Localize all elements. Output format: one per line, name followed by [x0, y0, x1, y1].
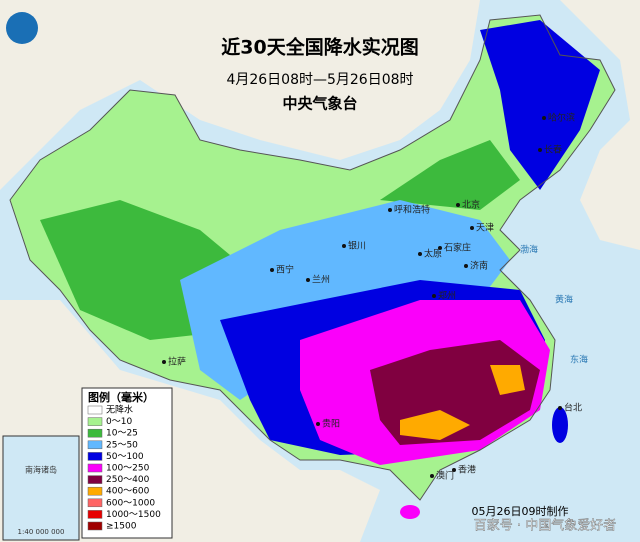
city-dot	[388, 208, 392, 212]
legend-swatch	[87, 452, 103, 461]
legend-label: 400～600	[106, 487, 150, 497]
precip-zone	[380, 140, 520, 210]
city-dot	[162, 360, 166, 364]
legend-swatch	[87, 475, 103, 484]
legend-swatch	[87, 417, 103, 426]
border	[9, 14, 616, 501]
city-label: 北京	[462, 199, 480, 211]
legend-swatch	[87, 440, 103, 450]
city-dot	[270, 268, 274, 272]
city-dot	[432, 294, 436, 298]
legend-swatch	[87, 521, 103, 531]
city-label: 石家庄	[444, 242, 471, 254]
precip-zone	[552, 407, 568, 443]
city-label: 澳门	[436, 470, 454, 482]
precip-zone	[400, 505, 420, 519]
inset-label: 南海诸岛	[25, 465, 57, 475]
city-dot	[342, 244, 346, 248]
logo	[6, 12, 38, 44]
city-dot	[456, 203, 460, 207]
legend-swatch	[87, 486, 103, 496]
legend-title: 图例（毫米）	[88, 390, 154, 404]
city-dot	[558, 406, 562, 410]
city-label: 兰州	[312, 274, 330, 286]
sea-label: 黄海	[555, 294, 573, 306]
city-label: 西宁	[276, 264, 294, 276]
city-label: 哈尔滨	[548, 112, 575, 124]
city-dot	[430, 474, 434, 478]
city-dot	[452, 468, 456, 472]
legend-swatch	[87, 510, 103, 519]
city-label: 济南	[470, 260, 488, 272]
legend-label: 250～400	[106, 475, 150, 485]
city-dot	[306, 278, 310, 282]
sea-label: 渤海	[520, 244, 538, 256]
city-label: 呼和浩特	[394, 204, 430, 216]
legend-label: ≥1500	[106, 522, 137, 532]
city-dot	[316, 422, 320, 426]
title: 近30天全国降水实况图	[221, 36, 418, 59]
legend-label: 1000～1500	[106, 510, 161, 520]
inset-box	[2, 435, 80, 541]
city-label: 太原	[424, 248, 442, 260]
precip-zone	[480, 20, 600, 190]
city-label: 香港	[458, 464, 476, 476]
legend-label: 无降水	[106, 404, 133, 416]
city-label: 拉萨	[168, 356, 186, 368]
legend-label: 10～25	[106, 429, 138, 439]
city-dot	[464, 264, 468, 268]
precip-zone	[400, 410, 470, 440]
city-label: 长春	[544, 144, 562, 156]
precip-zone	[490, 365, 525, 395]
sea-label: 东海	[570, 354, 588, 366]
precip-zones	[10, 15, 615, 519]
legend-label: 100～250	[106, 464, 150, 474]
neighbor-land	[0, 0, 480, 190]
city-label: 贵阳	[322, 418, 340, 430]
city-label: 银川	[348, 240, 366, 252]
inset-scale: 1:40 000 000	[18, 528, 65, 536]
watermark: 百家号 · 中国气象爱好者	[474, 518, 616, 534]
legend-label: 25～50	[106, 440, 138, 450]
city-dot	[438, 246, 442, 250]
legend-label: 50～100	[106, 452, 144, 462]
city-dot	[470, 226, 474, 230]
city-dot	[542, 116, 546, 120]
city-label: 郑州	[438, 290, 456, 302]
legend-label: 0～10	[106, 417, 132, 427]
legend-label: 600～1000	[106, 498, 155, 508]
legend-swatch	[87, 498, 103, 508]
legend-swatch	[87, 428, 103, 438]
city-label: 天津	[476, 223, 494, 234]
city-label: 台北	[564, 402, 582, 414]
legend-swatch	[87, 463, 103, 473]
city-dot	[418, 252, 422, 256]
made-time: 05月26日09时制作	[472, 505, 569, 518]
period: 4月26日08时—5月26日08时	[226, 72, 413, 88]
agency: 中央气象台	[282, 95, 357, 113]
legend-swatch	[87, 405, 103, 415]
city-dot	[538, 148, 542, 152]
